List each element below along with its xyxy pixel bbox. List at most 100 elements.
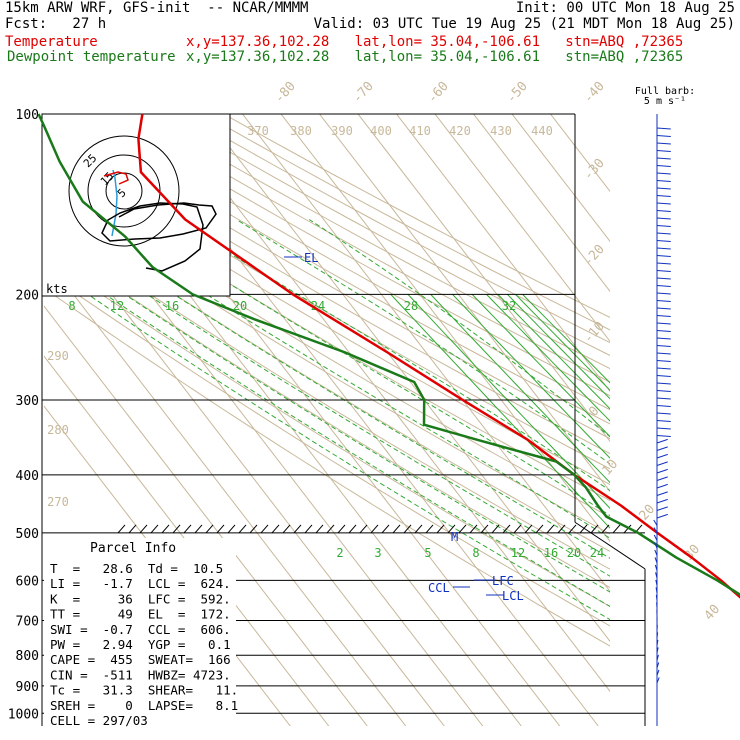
wind-barb — [655, 579, 658, 586]
isotherm-label: -50 — [504, 79, 531, 106]
mixing-ratio-label: 24 — [311, 299, 325, 313]
dewpoint-profile — [37, 113, 740, 597]
wind-barb — [656, 262, 671, 265]
freezing-hatch-mark — [436, 524, 445, 534]
hodograph-upper-trace — [101, 202, 217, 272]
dry-adiabat-line — [203, 114, 610, 331]
mixing-ratio-line — [507, 294, 610, 400]
wind-barb — [656, 468, 668, 474]
freezing-hatch-mark — [601, 524, 610, 534]
wind-barb — [656, 277, 671, 280]
dewpoint-location: x,y=137.36,102.28 lat,lon= 35.04,-106.61… — [186, 49, 684, 65]
isotherm-line — [44, 255, 407, 726]
parcel-row: CIN = -511 HWBZ= 4723. — [50, 667, 231, 682]
wind-barb — [656, 461, 668, 466]
freezing-hatch-mark — [535, 524, 544, 534]
isotherm-line — [319, 114, 610, 493]
wind-barb — [656, 677, 660, 684]
freezing-hatch-mark — [524, 524, 533, 534]
mixing-ratio-label: 16 — [165, 299, 179, 313]
freezing-hatch-mark — [304, 524, 313, 534]
wind-barb — [656, 127, 671, 130]
wind-barb — [656, 654, 659, 661]
wind-barb — [656, 397, 671, 400]
wind-barb — [656, 187, 671, 190]
freezing-hatch-mark — [458, 524, 467, 534]
parcel-row: CELL = 297/03 — [50, 713, 148, 728]
freezing-hatch-mark — [557, 524, 566, 534]
freezing-hatch-mark — [172, 524, 181, 534]
freezing-hatch-mark — [161, 524, 170, 534]
wind-barb — [656, 225, 671, 227]
mixing-ratio-line — [452, 294, 610, 459]
pressure-tick-label: 600 — [16, 574, 39, 589]
isotherm-line — [473, 114, 610, 293]
mixing-ratio-label: 5 — [424, 546, 431, 560]
parcel-row: SWI = -0.7 CCL = 606. — [50, 622, 231, 637]
theta-label: 430 — [490, 124, 512, 138]
freezing-hatch-mark — [579, 524, 588, 534]
model-title: 15km ARW WRF, GFS-init -- NCAR/MMMM — [5, 0, 309, 16]
wind-barb — [656, 337, 671, 340]
isotherm-label: -20 — [581, 242, 608, 269]
mixing-ratio-label: 12 — [110, 299, 124, 313]
freezing-hatch-mark — [469, 524, 478, 534]
mixing-ratio-label: 32 — [502, 299, 516, 313]
dry-adiabat-line — [44, 152, 610, 486]
pressure-tick-label: 100 — [16, 108, 39, 123]
dry-adiabat-line — [44, 194, 610, 535]
isotherm-line — [280, 114, 610, 543]
freezing-hatch-mark — [315, 524, 324, 534]
temperature-location: x,y=137.36,102.28 lat,lon= 35.04,-106.61… — [186, 34, 684, 50]
dry-adiabat-line — [143, 114, 610, 370]
lcl-label: LCL — [502, 589, 524, 603]
isotherm-label: -70 — [350, 79, 377, 106]
wind-barb — [656, 382, 671, 385]
freezing-hatch-mark — [271, 524, 280, 534]
freezing-hatch-mark — [117, 524, 126, 534]
dry-adiabat-line — [44, 165, 610, 502]
isotherm-label: 40 — [702, 602, 724, 624]
parcel-row: TT = 49 EL = 172. — [50, 607, 231, 622]
barb-legend-line2: 5 m s⁻¹ — [644, 96, 686, 107]
freezing-hatch-mark — [447, 524, 456, 534]
wind-barb — [656, 172, 671, 175]
freezing-hatch-mark — [205, 524, 214, 534]
isotherm-line — [165, 114, 610, 693]
freezing-hatch-mark — [359, 524, 368, 534]
m-label: M — [451, 530, 458, 544]
mixing-ratio-line — [407, 294, 610, 510]
wind-barb — [656, 420, 671, 422]
wind-barb — [656, 255, 671, 257]
pressure-tick-label: 200 — [16, 288, 39, 303]
freezing-hatch-mark — [249, 524, 258, 534]
theta-label: 370 — [247, 124, 269, 138]
theta-label: 270 — [47, 495, 69, 509]
mixing-ratio-label: 3 — [374, 546, 381, 560]
dry-adiabat-line — [163, 114, 610, 357]
wind-barb — [656, 315, 671, 317]
theta-label: 400 — [370, 124, 392, 138]
freezing-hatch-mark — [227, 524, 236, 534]
wind-barb — [656, 300, 671, 302]
mixing-ratio-line — [471, 294, 610, 438]
freezing-hatch-mark — [238, 524, 247, 534]
freezing-hatch-mark — [414, 524, 423, 534]
wind-barb — [656, 438, 668, 444]
freezing-hatch-mark — [392, 524, 401, 534]
freezing-hatch-mark — [491, 524, 500, 534]
isotherm-line — [44, 305, 368, 726]
wind-barb — [656, 427, 671, 430]
pressure-tick-label: 800 — [16, 649, 39, 664]
parcel-row: LI = -1.7 LCL = 624. — [50, 576, 231, 591]
theta-label: 420 — [449, 124, 471, 138]
wind-barb — [656, 292, 671, 295]
dry-adiabat-line — [44, 125, 610, 455]
init-time: Init: 00 UTC Mon 18 Aug 25 — [515, 0, 735, 16]
wind-barb — [656, 390, 671, 392]
wind-barb — [656, 498, 668, 504]
parcel-title: Parcel Info — [90, 541, 176, 556]
wind-barb — [655, 572, 658, 579]
lfc-label: LFC — [492, 574, 514, 588]
temperature-profile — [137, 113, 740, 599]
